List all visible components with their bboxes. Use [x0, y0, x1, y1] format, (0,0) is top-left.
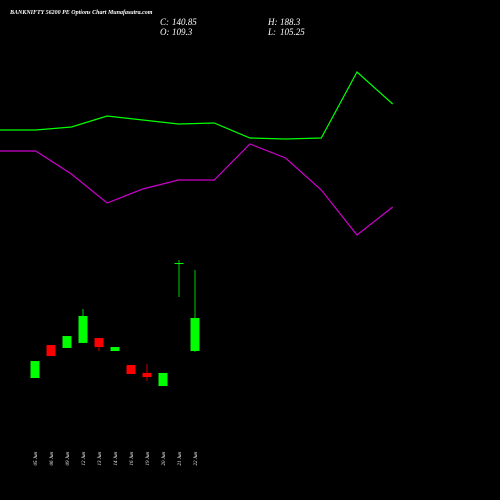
x-tick-label: 21 Jun — [178, 452, 183, 466]
candle-body — [126, 365, 136, 375]
indicator-line — [0, 71, 394, 140]
ohlc-label: L: — [267, 27, 276, 37]
candle-body — [78, 315, 88, 343]
candle-body — [62, 336, 72, 348]
x-tick-label: 09 Jun — [66, 452, 71, 466]
x-tick-label: 20 Jun — [162, 452, 167, 466]
indicator-line — [0, 143, 394, 236]
candle-body — [110, 347, 120, 352]
x-tick-label: 14 Jun — [114, 452, 119, 466]
candle-body — [46, 345, 56, 357]
ohlc-label: C: — [160, 17, 169, 27]
chart-title: BANKNIFTY 56200 PE Options Chart Munafas… — [9, 10, 153, 16]
candle-body — [190, 318, 200, 352]
x-tick-label: 16 Jun — [130, 452, 135, 466]
ohlc-label: H: — [267, 17, 278, 27]
ohlc-value: 109.3 — [172, 27, 193, 37]
x-tick-label: 06 Jun — [50, 452, 55, 466]
candle-body — [30, 361, 40, 378]
x-tick-label: 13 Jun — [98, 452, 103, 466]
ohlc-value: 140.85 — [172, 17, 197, 27]
x-tick-label: 05 Jun — [34, 452, 39, 466]
x-tick-label: 22 Jun — [194, 452, 199, 466]
candle-body — [142, 372, 152, 378]
ohlc-value: 188.3 — [280, 17, 301, 27]
candle-body — [174, 263, 184, 265]
x-tick-label: 19 Jun — [146, 452, 151, 466]
candle-body — [158, 372, 168, 387]
candle-body — [94, 338, 104, 348]
ohlc-value: 105.25 — [280, 27, 305, 37]
x-tick-label: 12 Jun — [82, 452, 87, 466]
ohlc-label: O: — [160, 27, 170, 37]
